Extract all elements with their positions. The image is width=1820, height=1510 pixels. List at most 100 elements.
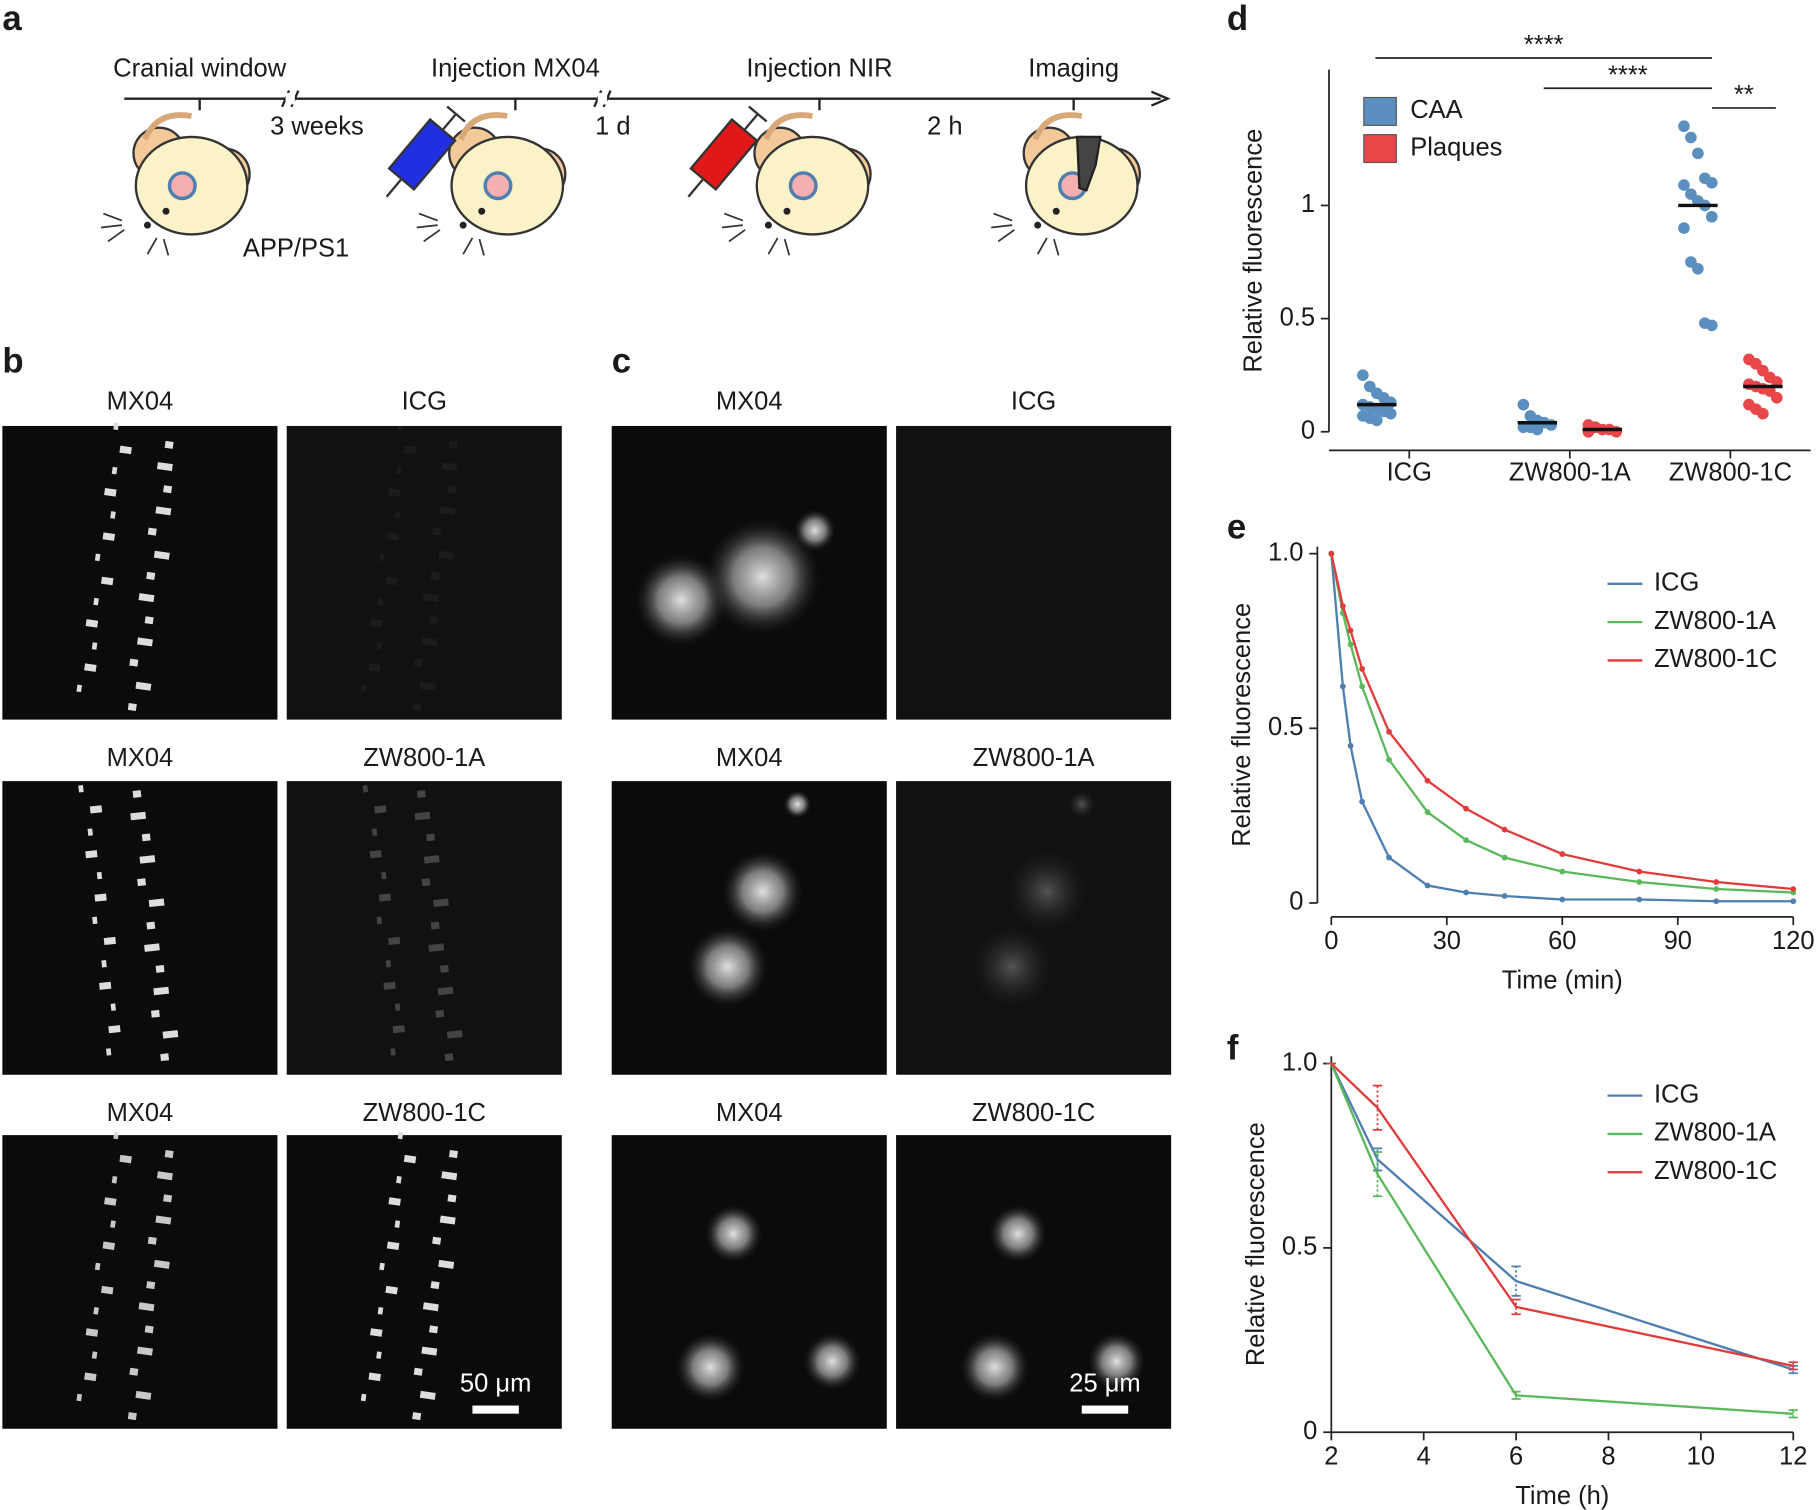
vessel bbox=[78, 785, 179, 1062]
vessel-wall bbox=[370, 619, 383, 628]
vessel-wall bbox=[426, 833, 435, 842]
data-point bbox=[1636, 879, 1643, 885]
data-point bbox=[1339, 683, 1346, 690]
data-point bbox=[1424, 777, 1431, 784]
vessel-wall bbox=[416, 790, 426, 798]
data-point bbox=[1790, 886, 1797, 892]
vessel-wall bbox=[438, 1259, 455, 1269]
vessel-wall bbox=[394, 1003, 401, 1011]
data-point bbox=[1370, 414, 1383, 427]
data-point bbox=[1706, 210, 1718, 223]
x-tick-label: 12 bbox=[1779, 1443, 1807, 1471]
vessel-wall bbox=[374, 805, 387, 814]
vessel-wall bbox=[441, 462, 458, 472]
vessel-wall bbox=[138, 593, 155, 603]
image-label: ICG bbox=[402, 387, 447, 415]
vessel-wall bbox=[376, 1351, 382, 1359]
x-tick-label: 30 bbox=[1433, 927, 1461, 955]
vessel-wall bbox=[137, 637, 153, 647]
data-point bbox=[1559, 896, 1566, 903]
x-tick-label: 2 bbox=[1324, 1443, 1338, 1471]
vessel-wall bbox=[147, 1236, 157, 1245]
vessel-wall bbox=[448, 440, 458, 449]
y-axis-label: Relative fluorescence bbox=[1228, 603, 1256, 847]
y-tick-label: 1.0 bbox=[1282, 1048, 1317, 1076]
mouse-model: APP/PS1 bbox=[243, 234, 349, 262]
vessel bbox=[76, 422, 174, 711]
data-point bbox=[1713, 879, 1720, 885]
data-point bbox=[1501, 893, 1508, 899]
vessel-wall bbox=[103, 936, 116, 946]
panel-label: d bbox=[1227, 0, 1248, 38]
data-point bbox=[1384, 407, 1397, 420]
vessel-wall bbox=[84, 663, 97, 672]
data-point bbox=[1678, 179, 1690, 191]
interval-label: 1 d bbox=[595, 112, 630, 140]
image-label: MX04 bbox=[107, 1099, 174, 1127]
vessel-wall bbox=[146, 571, 156, 580]
vessel-wall bbox=[110, 511, 116, 519]
vessel-wall bbox=[428, 943, 445, 952]
plaque bbox=[803, 1332, 862, 1391]
vessel-wall bbox=[421, 637, 438, 647]
vessel-wall bbox=[113, 422, 119, 431]
y-tick-label: 1 bbox=[1301, 190, 1315, 218]
vessel-wall bbox=[163, 485, 173, 494]
series-line bbox=[1330, 553, 1794, 894]
syringe bbox=[687, 105, 768, 198]
vessel-wall bbox=[383, 981, 396, 990]
vessel-wall bbox=[437, 986, 454, 996]
mouse-icon bbox=[101, 115, 250, 255]
plaque bbox=[1006, 850, 1088, 932]
vessel-wall bbox=[360, 684, 367, 693]
syringe bbox=[385, 105, 466, 198]
vessel-wall bbox=[94, 553, 101, 562]
vessel-wall bbox=[429, 1325, 439, 1334]
vessel-wall bbox=[135, 1390, 152, 1400]
vessel-wall bbox=[413, 658, 423, 667]
y-tick-label: 0.5 bbox=[1280, 303, 1315, 331]
y-tick-label: 0.5 bbox=[1282, 1233, 1317, 1261]
vessel-wall bbox=[444, 1053, 454, 1062]
vessel-wall bbox=[433, 898, 449, 908]
vessel-wall bbox=[155, 965, 165, 973]
vessel-wall bbox=[113, 1131, 119, 1140]
panel-label: e bbox=[1227, 507, 1246, 546]
scale-bar bbox=[472, 1405, 519, 1414]
panel-label: f bbox=[1227, 1029, 1239, 1068]
series-line bbox=[1330, 1062, 1794, 1368]
legend-label: ZW800-1A bbox=[1654, 607, 1776, 635]
plaque bbox=[687, 926, 769, 1008]
series-line bbox=[1330, 553, 1794, 891]
vessel-wall bbox=[155, 1215, 172, 1225]
data-point bbox=[1359, 798, 1366, 805]
vessel-wall bbox=[386, 532, 400, 541]
x-axis-label: Time (min) bbox=[1502, 967, 1623, 995]
step-label: Imaging bbox=[1028, 54, 1119, 82]
vessel-wall bbox=[94, 1262, 101, 1271]
x-axis-label: Time (h) bbox=[1515, 1482, 1609, 1510]
vessel-wall bbox=[85, 619, 99, 628]
vessel-wall bbox=[111, 1176, 118, 1184]
vessel-wall bbox=[388, 936, 401, 946]
vessel-wall bbox=[137, 878, 146, 887]
vessel-wall bbox=[429, 616, 439, 625]
data-point bbox=[1692, 263, 1704, 275]
image-label: ZW800-1A bbox=[363, 744, 485, 772]
vessel-wall bbox=[413, 1367, 423, 1376]
vessel bbox=[362, 785, 463, 1062]
data-point bbox=[1582, 425, 1595, 438]
step-label: Injection MX04 bbox=[431, 54, 600, 82]
data-point bbox=[1713, 886, 1720, 892]
vessel-wall bbox=[96, 871, 103, 880]
vessel-wall bbox=[419, 681, 436, 691]
vessel-wall bbox=[403, 1154, 417, 1164]
data-point bbox=[1636, 868, 1643, 875]
error-cap bbox=[1372, 1151, 1383, 1198]
x-tick-label: 60 bbox=[1548, 927, 1576, 955]
vessel-wall bbox=[148, 898, 165, 908]
x-tick-label: 120 bbox=[1772, 927, 1815, 955]
vessel-wall bbox=[421, 1346, 438, 1356]
vessel-wall bbox=[164, 1150, 174, 1159]
